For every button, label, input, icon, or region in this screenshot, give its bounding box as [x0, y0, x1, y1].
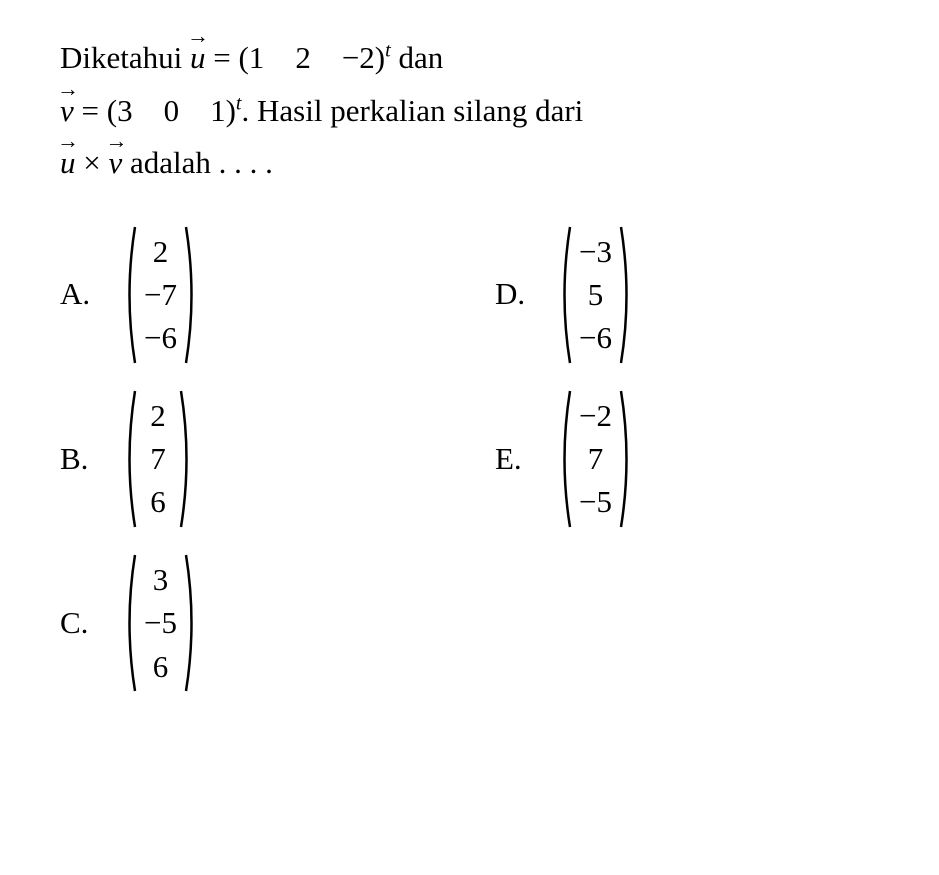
option-b-matrix: 2 7 6: [122, 386, 194, 532]
option-e-matrix: −2 7 −5: [557, 386, 634, 532]
v-values-open: = (3: [74, 93, 133, 128]
right-paren-icon: [618, 386, 634, 532]
problem-statement: Diketahui u = (1 2 −2)t dan v = (3 0 1)t…: [60, 35, 879, 187]
option-b: B. 2 7 6: [60, 386, 385, 532]
u-values-open: = (1: [206, 40, 265, 75]
option-e-label: E.: [495, 436, 535, 483]
matrix-cell: 6: [153, 645, 169, 688]
vector-u-symbol-2: u: [60, 140, 76, 187]
matrix-cell: 2: [150, 394, 166, 437]
problem-line-2: v = (3 0 1)t. Hasil perkalian silang dar…: [60, 88, 879, 135]
option-e: E. −2 7 −5: [495, 386, 820, 532]
option-d: D. −3 5 −6: [495, 222, 820, 368]
right-paren-icon: [183, 550, 199, 696]
u-values-mid1: 2: [295, 40, 311, 75]
option-d-matrix: −3 5 −6: [557, 222, 634, 368]
matrix-cell: 6: [150, 480, 166, 523]
matrix-cell: −2: [579, 394, 612, 437]
left-paren-icon: [122, 222, 138, 368]
matrix-cell: −6: [579, 316, 612, 359]
matrix-cell: −5: [579, 480, 612, 523]
matrix-cell: −7: [144, 273, 177, 316]
matrix-cell: −5: [144, 601, 177, 644]
problem-line-3: u × v adalah . . . .: [60, 140, 879, 187]
option-b-label: B.: [60, 436, 100, 483]
option-c: C. 3 −5 6: [60, 550, 385, 696]
option-a-content: 2 −7 −6: [138, 222, 183, 368]
option-e-content: −2 7 −5: [573, 386, 618, 532]
matrix-cell: 3: [153, 558, 169, 601]
option-c-label: C.: [60, 600, 100, 647]
option-d-content: −3 5 −6: [573, 222, 618, 368]
option-b-content: 2 7 6: [138, 386, 178, 532]
option-c-matrix: 3 −5 6: [122, 550, 199, 696]
left-paren-icon: [557, 386, 573, 532]
right-paren-icon: [618, 222, 634, 368]
option-c-content: 3 −5 6: [138, 550, 183, 696]
option-a: A. 2 −7 −6: [60, 222, 385, 368]
text-hasil: . Hasil perkalian silang dari: [242, 93, 584, 128]
cross-symbol: ×: [76, 145, 109, 180]
matrix-cell: 7: [150, 437, 166, 480]
text-adalah: adalah . . . .: [122, 145, 273, 180]
option-d-label: D.: [495, 271, 535, 318]
matrix-cell: −6: [144, 316, 177, 359]
vector-u-symbol: u: [190, 35, 206, 82]
text-dan: dan: [391, 40, 444, 75]
matrix-cell: 5: [588, 273, 604, 316]
v-values-mid1: 0: [164, 93, 180, 128]
left-paren-icon: [557, 222, 573, 368]
right-paren-icon: [183, 222, 199, 368]
left-paren-icon: [122, 386, 138, 532]
option-a-matrix: 2 −7 −6: [122, 222, 199, 368]
v-values-mid2: 1): [210, 93, 236, 128]
problem-line-1: Diketahui u = (1 2 −2)t dan: [60, 35, 879, 82]
matrix-cell: −3: [579, 230, 612, 273]
vector-v-symbol-2: v: [108, 140, 122, 187]
option-a-label: A.: [60, 271, 100, 318]
u-values-mid2: −2): [342, 40, 385, 75]
text-diketahui: Diketahui: [60, 40, 190, 75]
right-paren-icon: [178, 386, 194, 532]
left-paren-icon: [122, 550, 138, 696]
matrix-cell: 2: [153, 230, 169, 273]
answer-options: A. 2 −7 −6 D. −3 5 −6 B. 2: [60, 222, 820, 697]
matrix-cell: 7: [588, 437, 604, 480]
